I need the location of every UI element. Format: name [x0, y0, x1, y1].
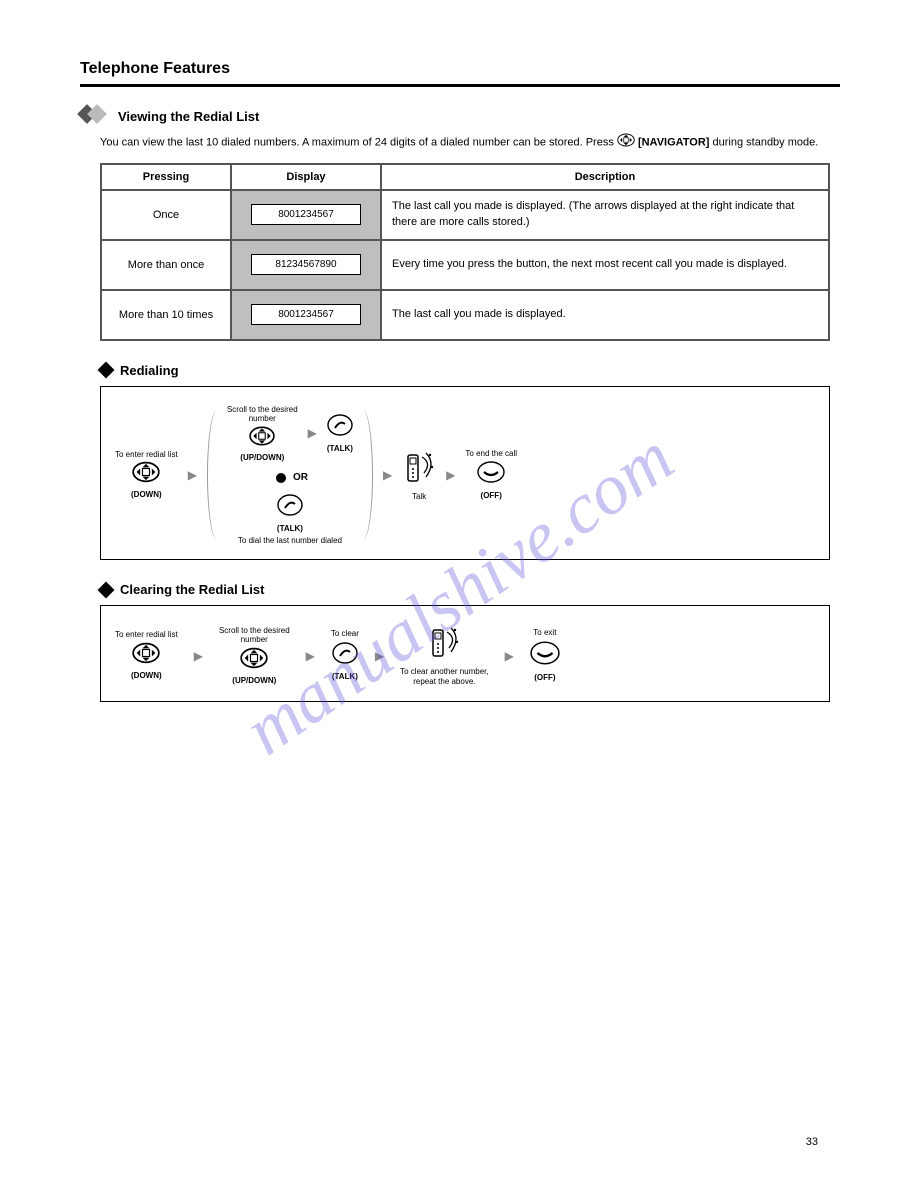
- off-icon: [477, 460, 505, 489]
- arrow-icon: ▶: [505, 649, 514, 663]
- lcd-display: 8001234567: [251, 204, 361, 225]
- step-scroll: Scroll to the desirednumber (UP/DOWN): [227, 405, 298, 463]
- step-talk-action: Talk: [402, 449, 436, 502]
- page-number: 33: [806, 1136, 818, 1148]
- cell-desc: The last call you made is displayed. (Th…: [381, 190, 829, 240]
- talk-icon: [331, 641, 359, 670]
- cell-display: 81234567890: [231, 240, 381, 290]
- branch-group: Scroll to the desirednumber (UP/DOWN) ▶ …: [227, 405, 353, 546]
- step-talk-clear: To clear (TALK): [331, 629, 359, 681]
- paren-close: [363, 410, 373, 540]
- cell-pressing: More than once: [101, 240, 231, 290]
- cell-pressing: Once: [101, 190, 231, 240]
- table-row: More than once 81234567890 Every time yo…: [101, 240, 829, 290]
- subheading-redial: Redialing: [100, 363, 840, 378]
- subheading-clear: Clearing the Redial List: [100, 582, 840, 597]
- step-talk-bot: (TALK) To dial the last number dialed: [238, 493, 342, 545]
- section-header: Telephone Features: [80, 60, 840, 78]
- nav-icon: [132, 461, 160, 488]
- nav-icon: [132, 642, 160, 669]
- lcd-display: 81234567890: [251, 254, 361, 275]
- nav-icon: [249, 426, 275, 451]
- diamond-pair-icon: [80, 107, 110, 125]
- arrow-icon: ▶: [194, 649, 203, 663]
- cell-desc: Every time you press the button, the nex…: [381, 240, 829, 290]
- step-scroll-b: Scroll to the desirednumber (UP/DOWN): [219, 626, 290, 686]
- flow-clear: To enter redial list (DOWN) ▶ Scroll to …: [100, 605, 830, 701]
- step-phone-repeat: To clear another number,repeat the above…: [400, 624, 489, 686]
- or-label: OR: [293, 472, 308, 483]
- lcd-display: 8001234567: [251, 304, 361, 325]
- table-row: More than 10 times 8001234567 The last c…: [101, 290, 829, 340]
- th-description: Description: [381, 164, 829, 190]
- step-enter-list: To enter redial list (DOWN): [115, 450, 178, 500]
- redial-table: Pressing Display Description Once 800123…: [100, 163, 830, 341]
- header-rule: [80, 84, 840, 87]
- step-off-b: To exit (OFF): [530, 628, 560, 682]
- page-content: Telephone Features Viewing the Redial Li…: [80, 60, 840, 702]
- off-icon: [530, 640, 560, 671]
- th-pressing: Pressing: [101, 164, 231, 190]
- talk-icon: [277, 493, 303, 522]
- arrow-icon: ▶: [188, 468, 197, 482]
- step-talk-top: (TALK): [327, 413, 353, 454]
- step-off: To end the call (OFF): [465, 449, 517, 501]
- handset-talk-icon: [402, 449, 436, 490]
- subheading-view: Viewing the Redial List: [80, 107, 840, 125]
- paren-open: [207, 410, 217, 540]
- nav-icon: [240, 647, 268, 674]
- handset-talk-icon: [427, 624, 461, 665]
- arrow-icon: ▶: [308, 426, 317, 440]
- intro-text: You can view the last 10 dialed numbers.…: [100, 133, 840, 153]
- nav-icon-inline: [617, 133, 635, 153]
- th-display: Display: [231, 164, 381, 190]
- arrow-icon: ▶: [375, 649, 384, 663]
- arrow-icon: ▶: [446, 468, 455, 482]
- cell-pressing: More than 10 times: [101, 290, 231, 340]
- arrow-icon: ▶: [383, 468, 392, 482]
- arrow-icon: ▶: [306, 649, 315, 663]
- talk-icon: [327, 413, 353, 442]
- subheading-redial-text: Redialing: [120, 363, 179, 378]
- cell-desc: The last call you made is displayed.: [381, 290, 829, 340]
- cell-display: 8001234567: [231, 190, 381, 240]
- diamond-icon: [98, 362, 115, 379]
- step-enter-list-b: To enter redial list (DOWN): [115, 630, 178, 680]
- cell-display: 8001234567: [231, 290, 381, 340]
- subheading-clear-text: Clearing the Redial List: [120, 582, 264, 597]
- flow-redial: To enter redial list (DOWN) ▶ Scroll to …: [100, 386, 830, 561]
- table-row: Once 8001234567 The last call you made i…: [101, 190, 829, 240]
- subheading-view-text: Viewing the Redial List: [118, 109, 259, 124]
- bullet-icon: [276, 473, 286, 483]
- diamond-icon: [98, 581, 115, 598]
